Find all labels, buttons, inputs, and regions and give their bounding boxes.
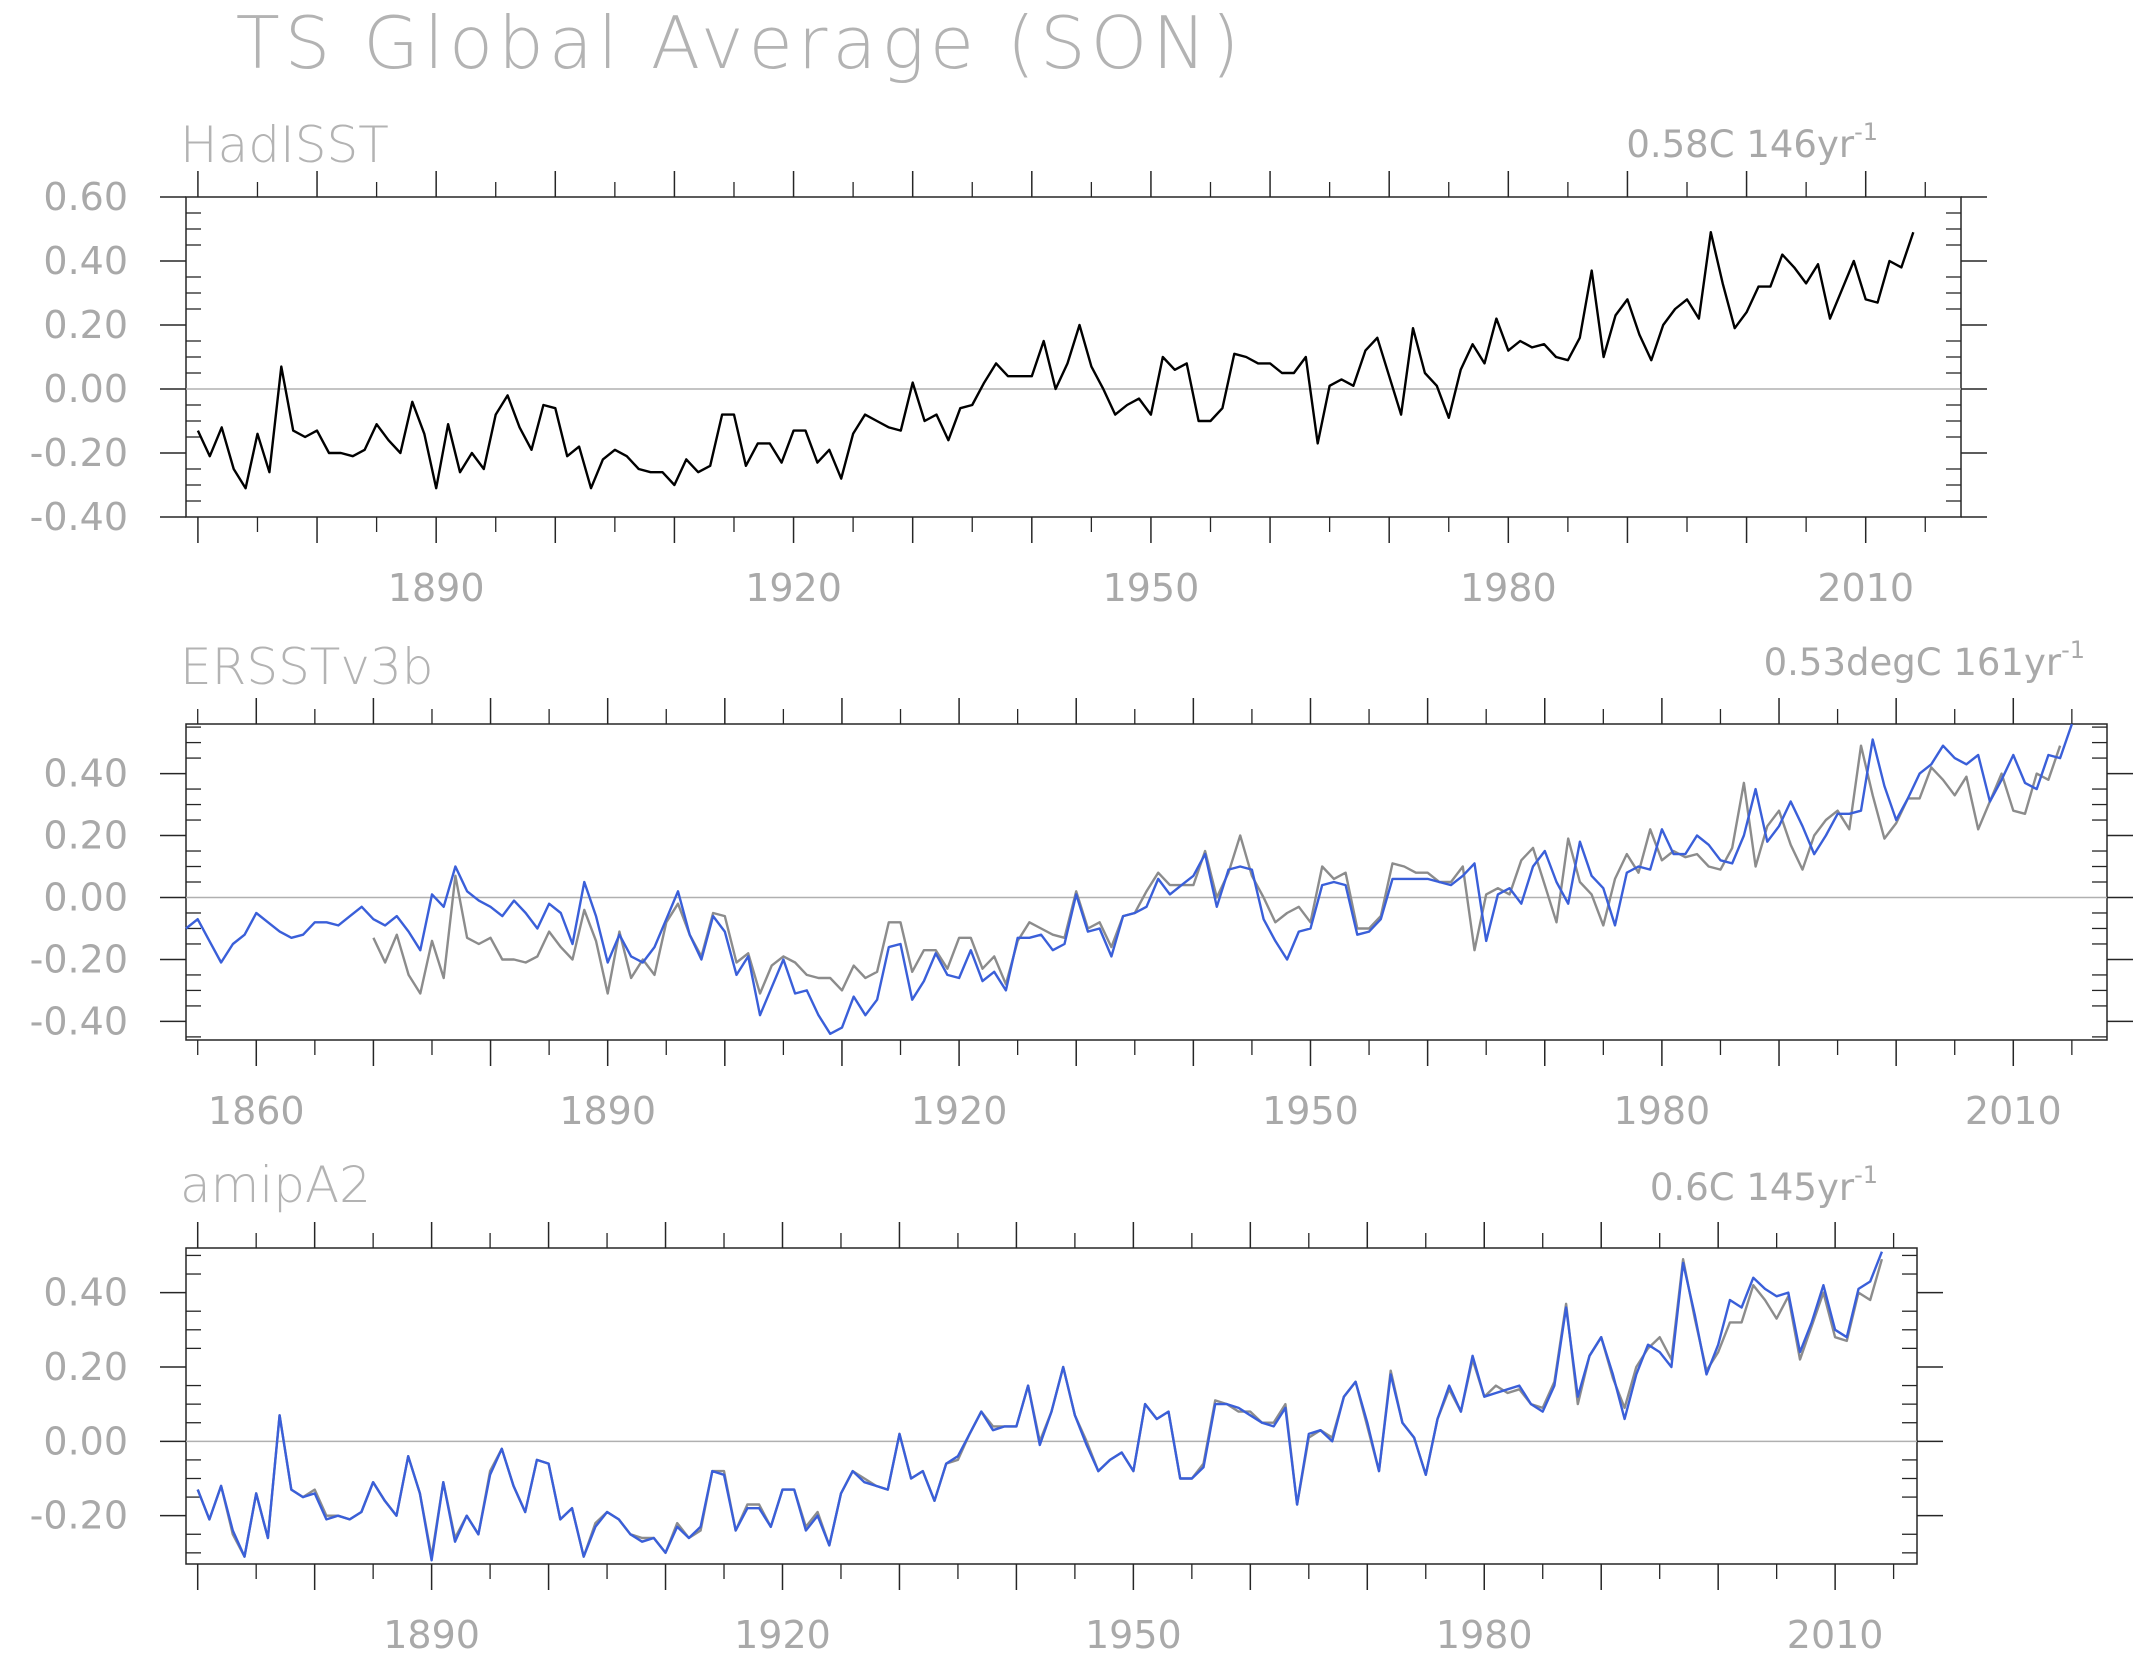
x-tick-label: 2010 [1787,1613,1884,1657]
panel-title-hadisst: HadISST [180,116,389,174]
y-tick-label: 0.40 [43,752,128,796]
x-tick-label: 1890 [559,1089,656,1133]
x-tick-label: 1860 [208,1089,305,1133]
series-layer-amipa2 [196,1251,1884,1562]
y-tick-label: 0.40 [43,1271,128,1315]
plot-frame-amipa2 [185,1247,1918,1565]
trend-annotation-amipa2: 0.6C 145yr-1 [1650,1161,1878,1209]
x-tick-label: 1920 [911,1089,1008,1133]
plot-frame-ersstv3b [185,723,2108,1041]
y-tick-label: 0.00 [43,1419,128,1463]
series-layer-ersstv3b [185,723,2074,1036]
series-line-ersstv3b [185,723,2074,1036]
y-tick-label: 0.00 [43,875,128,919]
plot-frame-hadisst [185,196,1962,518]
x-tick-label: 1980 [1460,566,1557,610]
series-line-hadisst-reference [372,744,2062,995]
series-line-hadisst [196,230,1915,490]
y-tick-label: 0.20 [43,1345,128,1389]
x-tick-label: 1950 [1103,566,1200,610]
x-tick-label: 1980 [1614,1089,1711,1133]
x-tick-label: 2010 [1817,566,1914,610]
y-tick-label: 0.20 [43,303,128,347]
x-tick-label: 2010 [1965,1089,2062,1133]
x-tick-label: 1920 [745,566,842,610]
x-tick-label: 1950 [1085,1613,1182,1657]
series-layer-hadisst [196,230,1915,490]
y-tick-label: 0.20 [43,814,128,858]
x-tick-label: 1920 [734,1613,831,1657]
x-tick-label: 1950 [1262,1089,1359,1133]
x-tick-label: 1890 [388,566,485,610]
panel-hadisst: HadISST 0.58C 146yr-1 1890 1920 1950 1980 20… [30,116,1987,610]
panel-ersstv3b: ERSSTv3b 0.53degC 161yr-1 1860 1890 1920 19… [30,636,2133,1133]
y-tick-label: -0.40 [30,495,128,539]
y-tick-label: 0.60 [43,175,128,219]
figure-title: TS Global Average (SON) [236,1,1245,85]
x-tick-label: 1890 [383,1613,480,1657]
y-tick-label: 0.00 [43,367,128,411]
x-tick-label: 1980 [1436,1613,1533,1657]
panel-amipa2: amipA2 0.6C 145yr-1 1890 1920 1950 1980 2010… [30,1156,1943,1657]
y-tick-label: -0.20 [30,1494,128,1538]
panel-title-amipa2: amipA2 [180,1156,371,1214]
series-line-amipa2 [196,1251,1884,1562]
panel-title-ersstv3b: ERSSTv3b [180,638,434,696]
trend-annotation-hadisst: 0.58C 146yr-1 [1626,118,1878,166]
y-tick-label: 0.40 [43,239,128,283]
trend-annotation-ersstv3b: 0.53degC 161yr-1 [1764,636,2085,684]
y-tick-label: -0.20 [30,937,128,981]
y-tick-label: -0.40 [30,999,128,1043]
y-tick-label: -0.20 [30,431,128,475]
